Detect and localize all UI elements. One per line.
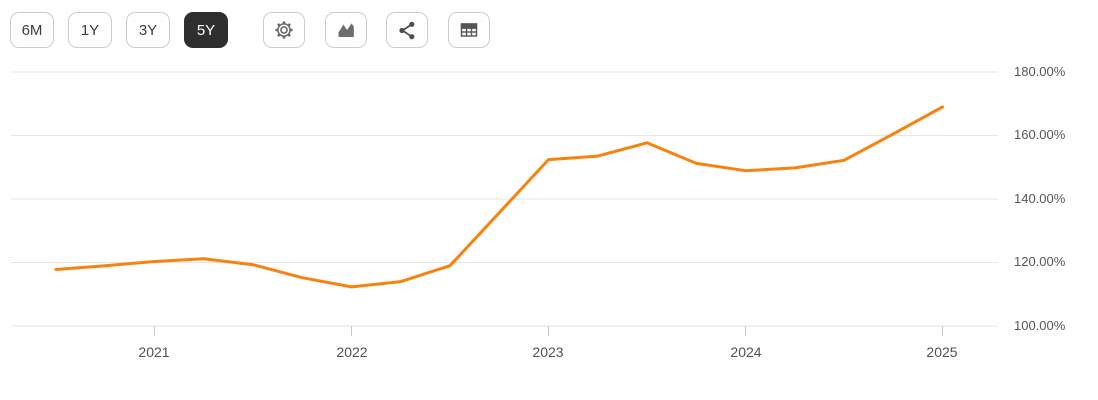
share-button[interactable] bbox=[386, 12, 428, 48]
y-axis-label: 180.00% bbox=[1014, 64, 1066, 79]
y-axis-label: 160.00% bbox=[1014, 127, 1066, 142]
chart-type-button[interactable] bbox=[325, 12, 367, 48]
y-axis-label: 100.00% bbox=[1014, 318, 1066, 333]
y-axis-label: 120.00% bbox=[1014, 254, 1066, 269]
range-button-6m[interactable]: 6M bbox=[10, 12, 54, 48]
x-axis-label: 2024 bbox=[730, 344, 762, 360]
x-axis-label: 2022 bbox=[336, 344, 368, 360]
table-view-button[interactable] bbox=[448, 12, 490, 48]
range-button-3y[interactable]: 3Y bbox=[126, 12, 170, 48]
x-axis-label: 2021 bbox=[138, 344, 170, 360]
y-axis-label: 140.00% bbox=[1014, 191, 1066, 206]
table-icon bbox=[458, 19, 480, 41]
range-button-5y[interactable]: 5Y bbox=[184, 12, 228, 48]
range-button-1y[interactable]: 1Y bbox=[68, 12, 112, 48]
x-axis-label: 2025 bbox=[926, 344, 958, 360]
x-axis-label: 2023 bbox=[532, 344, 564, 360]
share-icon bbox=[396, 19, 418, 41]
settings-button[interactable] bbox=[263, 12, 305, 48]
area-chart-icon bbox=[335, 19, 357, 41]
gear-icon bbox=[273, 19, 295, 41]
